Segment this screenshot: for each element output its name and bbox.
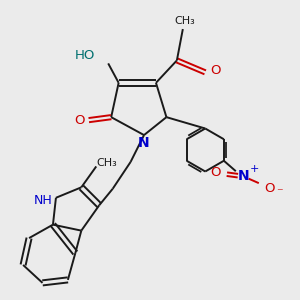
Text: N: N [138, 136, 149, 150]
Text: ⁻: ⁻ [276, 186, 283, 199]
Text: HO: HO [74, 50, 95, 62]
Text: +: + [250, 164, 259, 174]
Text: CH₃: CH₃ [174, 16, 195, 26]
Text: O: O [74, 114, 85, 127]
Text: O: O [264, 182, 275, 195]
Text: O: O [210, 64, 221, 77]
Text: CH₃: CH₃ [96, 158, 117, 168]
Text: O: O [210, 166, 221, 179]
Text: N: N [238, 169, 249, 183]
Text: NH: NH [34, 194, 53, 207]
